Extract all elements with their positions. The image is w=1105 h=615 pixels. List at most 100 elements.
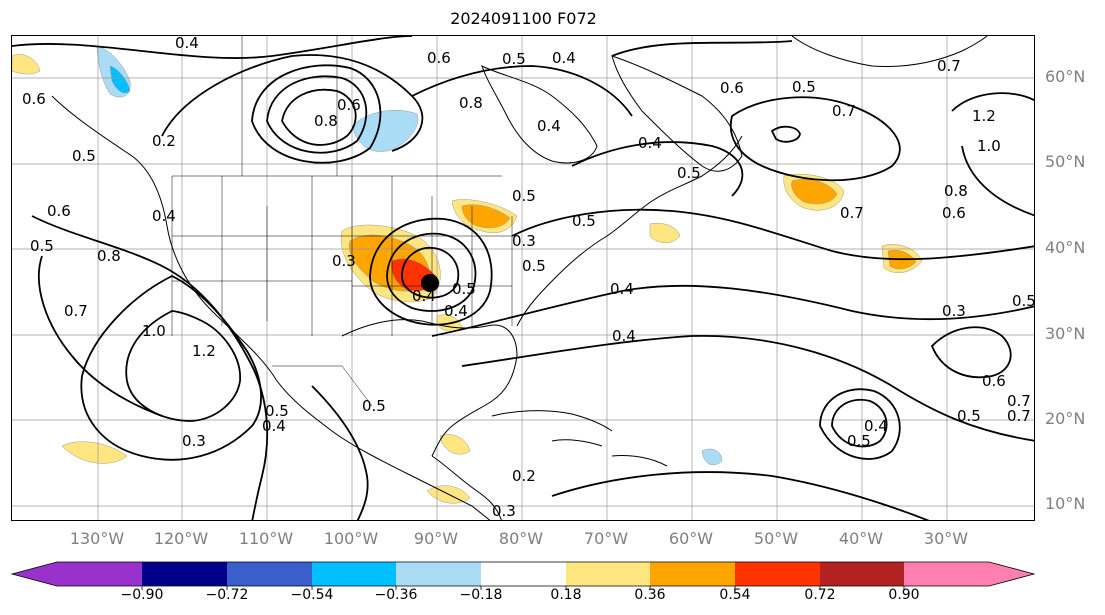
contour-label: 0.3	[512, 232, 536, 250]
atlantic-coast	[516, 135, 743, 327]
contour-label: 0.4	[152, 207, 176, 225]
coastlines	[51, 36, 988, 520]
colorbar-extend-max	[989, 562, 1034, 586]
contour-label: 0.6	[22, 90, 46, 108]
contour-label: 0.8	[314, 112, 338, 130]
contour-line	[961, 145, 1034, 217]
colorbar-segment	[566, 562, 650, 586]
contour-label: 0.5	[512, 187, 536, 205]
contour-line	[431, 284, 1034, 337]
contour-line	[31, 215, 269, 520]
contour-label: 0.4	[537, 117, 561, 135]
contour-line	[161, 54, 424, 152]
colorbar	[10, 561, 1036, 590]
negative-anomaly-core	[109, 65, 131, 94]
colorbar-outline	[10, 561, 1036, 587]
contour-line	[251, 64, 382, 164]
positive-anomaly-core	[791, 178, 838, 205]
contour-label: 0.4	[864, 417, 888, 435]
colorbar-tick-label: −0.54	[290, 587, 334, 603]
colorbar-tick-label: 0.36	[634, 587, 666, 603]
contour-lines	[12, 36, 1034, 520]
contour-label: 0.5	[502, 50, 526, 68]
latitude-label: 60°N	[1045, 67, 1086, 86]
colorbar-segment	[481, 562, 566, 586]
contour-label: 0.3	[182, 432, 206, 450]
central-america-coast	[431, 455, 502, 520]
contour-label: 0.5	[1012, 292, 1035, 310]
colorbar-extend-min	[12, 562, 57, 586]
contour-label: 0.6	[337, 96, 361, 114]
contour-label: 0.6	[720, 79, 744, 97]
contour-label: 0.5	[30, 237, 54, 255]
contour-line	[281, 88, 357, 146]
longitude-label: 100°W	[323, 529, 379, 548]
contour-label: 0.5	[452, 280, 476, 298]
longitude-label: 110°W	[238, 529, 294, 548]
contour-line	[461, 335, 1034, 442]
contour-label: 0.4	[175, 36, 199, 52]
contour-line	[951, 92, 1034, 112]
contour-line	[12, 36, 413, 59]
contour-label: 0.8	[459, 94, 483, 112]
contour-line	[511, 208, 1034, 261]
contour-label: 0.4	[638, 134, 662, 152]
positive-anomaly-area	[61, 441, 128, 464]
contour-label: 0.4	[444, 302, 468, 320]
colorbar-segment	[650, 562, 735, 586]
longitude-label: 80°W	[498, 529, 544, 548]
contour-line	[80, 274, 262, 461]
contour-label: 0.5	[792, 78, 816, 96]
contour-label: 0.7	[937, 57, 961, 75]
contour-label: 0.5	[677, 164, 701, 182]
contour-label: 0.6	[427, 49, 451, 67]
positive-anomaly-area	[439, 434, 471, 455]
contour-label: 0.7	[832, 102, 856, 120]
contour-line	[729, 96, 901, 182]
longitude-label: 50°W	[753, 529, 799, 548]
map-title: 2024091100 F072	[450, 9, 597, 28]
longitude-label: 90°W	[413, 529, 459, 548]
contour-line	[266, 75, 368, 154]
greenland-coast	[791, 36, 988, 67]
contour-label: 0.6	[982, 372, 1006, 390]
colorbar-tick-label: −0.36	[374, 587, 418, 603]
contour-label: 0.6	[942, 204, 966, 222]
map-panel: 0.4 0.6 0.5 0.4 0.8 0.6 0.5 0.7 1.2 1.0 …	[11, 35, 1035, 521]
contour-label: 0.7	[64, 302, 88, 320]
colorbar-segment	[57, 562, 142, 586]
colorbar-tick-label: −0.72	[205, 587, 249, 603]
gulf-coast	[341, 319, 518, 457]
contour-line	[386, 232, 477, 312]
contour-label: 0.5	[522, 257, 546, 275]
colorbar-segment	[904, 562, 989, 586]
colorbar-segment	[312, 562, 396, 586]
contour-line	[831, 398, 888, 448]
longitude-label: 60°W	[668, 529, 714, 548]
contour-label: 0.7	[1007, 407, 1031, 425]
contour-label: 0.4	[610, 280, 634, 298]
contour-label: 0.8	[944, 182, 968, 200]
contour-line	[770, 125, 801, 143]
caribbean-islands	[491, 410, 668, 467]
map-canvas: 0.4 0.6 0.5 0.4 0.8 0.6 0.5 0.7 1.2 1.0 …	[12, 36, 1035, 520]
contour-label: 0.3	[332, 252, 356, 270]
contour-line	[38, 255, 163, 417]
colorbar-tick-label: −0.90	[120, 587, 164, 603]
political-borders	[171, 36, 513, 407]
contour-line	[125, 310, 241, 422]
contour-label: 1.2	[192, 342, 216, 360]
latitude-label: 30°N	[1045, 324, 1086, 343]
colorbar-tick-label: 0.72	[804, 587, 836, 603]
hudson-bay	[481, 65, 598, 164]
storm-center-marker	[421, 274, 439, 292]
contour-label: 0.2	[152, 132, 176, 150]
colorbar-segments	[10, 561, 1036, 590]
contour-line	[311, 385, 369, 520]
contour-label: 1.0	[142, 322, 166, 340]
positive-anomaly-area	[12, 54, 41, 75]
pacific-coast	[51, 95, 491, 520]
colorbar-segment	[396, 562, 481, 586]
latitude-label: 20°N	[1045, 409, 1086, 428]
colorbar-segment	[820, 562, 904, 586]
